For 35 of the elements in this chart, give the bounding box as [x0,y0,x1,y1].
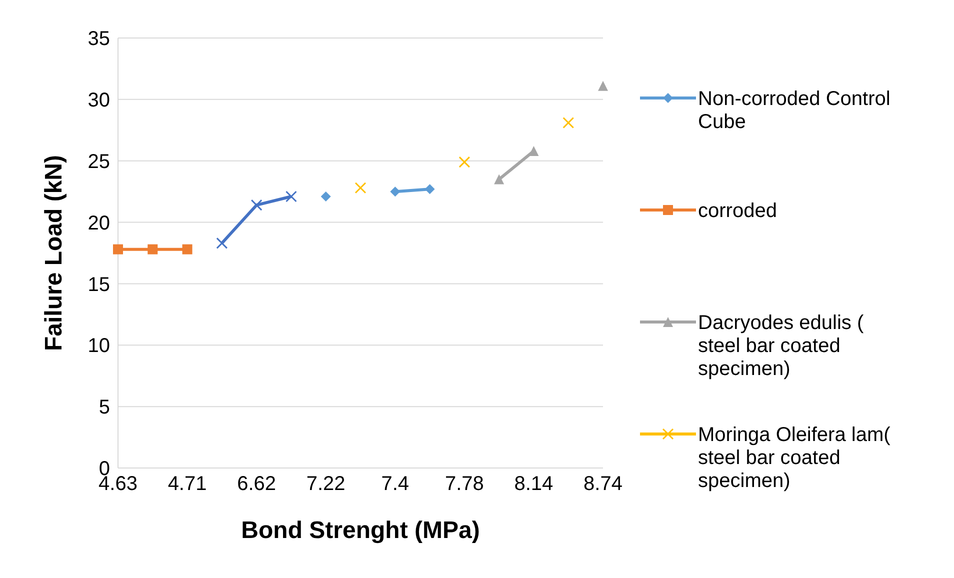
y-tick-label: 15 [88,274,110,296]
point [148,244,158,254]
legend-label: Dacryodes edulis ( steel bar coated specimen) [698,312,865,381]
point [562,117,574,129]
x-tick-label: 7.78 [444,473,484,496]
point [598,80,608,91]
point [320,191,331,202]
point [354,182,366,194]
y-tick-label: 35 [88,28,110,50]
legend-label: corroded [698,200,777,223]
y-tick-label: 25 [88,150,110,173]
x-tick-label: 8.74 [584,473,622,496]
y-tick-label: 30 [88,90,110,112]
y-tick-label: 20 [88,212,110,234]
point [494,174,504,184]
y-tick-label: 10 [88,335,110,358]
x-tick-label: 7.22 [306,473,346,496]
x-tick-label: 8.14 [514,473,554,496]
point [390,186,400,197]
point [113,244,123,254]
point [285,190,297,202]
x-tick-label: 4.71 [168,473,207,496]
point [528,146,539,156]
point [458,156,470,168]
x-tick-label: 7.4 [381,473,410,496]
point [182,244,192,254]
y-tick-label: 5 [98,396,110,419]
legend-label: Non-corroded Control Cube [698,88,892,134]
point [250,199,262,211]
y-axis-title: Failure Load (kN) [40,154,68,352]
point [216,237,228,249]
point [424,184,435,194]
x-axis-title: Bond Strenght (MPa) [241,517,480,544]
x-tick-label: 6.62 [237,473,276,496]
legend-label: Moringa Oleifera lam( steel bar coated specimen) [698,424,892,493]
